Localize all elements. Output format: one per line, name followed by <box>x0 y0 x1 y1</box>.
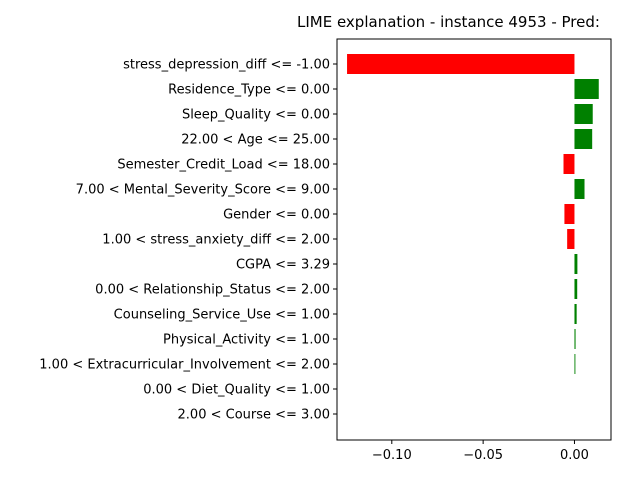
bar <box>574 279 578 299</box>
y-tick-label: 7.00 < Mental_Severity_Score <= 9.00 <box>76 183 330 198</box>
x-tick-label: −0.10 <box>372 448 412 463</box>
bar <box>347 54 575 74</box>
y-tick-label: CGPA <= 3.29 <box>236 258 330 273</box>
x-tick-label: −0.05 <box>463 448 503 463</box>
x-ticks: −0.10 −0.05 0.00 <box>372 440 589 463</box>
y-tick-label: Physical_Activity <= 1.00 <box>163 333 330 348</box>
y-tick-label: stress_depression_diff <= -1.00 <box>123 58 330 73</box>
y-tick-label: Gender <= 0.00 <box>223 208 330 223</box>
bar <box>574 104 593 124</box>
plot-frame <box>336 38 612 441</box>
bar <box>574 79 599 99</box>
bar <box>574 354 576 374</box>
y-tick-label: 1.00 < Extracurricular_Involvement <= 2.… <box>39 358 330 373</box>
y-tick-label: 22.00 < Age <= 25.00 <box>181 133 330 148</box>
bars-group <box>347 54 599 374</box>
x-tick-label: 0.00 <box>560 448 589 463</box>
y-tick-label: Sleep_Quality <= 0.00 <box>182 108 330 123</box>
bar <box>574 129 593 149</box>
bar <box>563 154 575 174</box>
bar <box>574 254 578 274</box>
y-tick-label: 0.00 < Diet_Quality <= 1.00 <box>143 383 330 398</box>
y-tick-label: 2.00 < Course <= 3.00 <box>178 408 330 423</box>
y-tick-label: Counseling_Service_Use <= 1.00 <box>114 308 330 323</box>
bar <box>574 329 576 349</box>
y-tick-label: 0.00 < Relationship_Status <= 2.00 <box>95 283 330 298</box>
y-tick-labels: stress_depression_diff <= -1.00 Residence… <box>39 58 337 423</box>
bar <box>567 229 575 249</box>
y-tick-label: Residence_Type <= 0.00 <box>168 83 330 98</box>
y-tick-label: 1.00 < stress_anxiety_diff <= 2.00 <box>102 233 330 248</box>
bar <box>564 204 575 224</box>
chart-title: LIME explanation - instance 4953 - Pred: <box>297 13 600 31</box>
y-tick-label: Semester_Credit_Load <= 18.00 <box>117 158 330 173</box>
bar <box>574 304 577 324</box>
bar <box>574 179 585 199</box>
